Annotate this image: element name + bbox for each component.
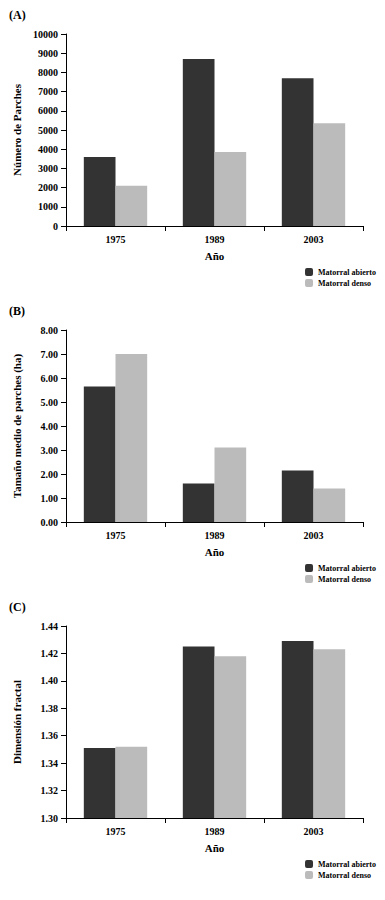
- svg-text:1.44: 1.44: [41, 621, 59, 632]
- svg-text:5000: 5000: [38, 125, 58, 136]
- svg-text:2003: 2003: [304, 826, 324, 837]
- svg-text:1975: 1975: [106, 826, 126, 837]
- svg-text:10000: 10000: [33, 29, 58, 40]
- svg-text:8000: 8000: [38, 67, 58, 78]
- svg-text:1.40: 1.40: [41, 675, 59, 686]
- svg-text:6000: 6000: [38, 105, 58, 116]
- svg-text:Dimensión fractal: Dimensión fractal: [11, 680, 23, 764]
- svg-text:Matorral abierto: Matorral abierto: [318, 860, 376, 869]
- svg-text:1.38: 1.38: [41, 703, 59, 714]
- svg-text:7.00: 7.00: [41, 349, 59, 360]
- svg-text:(B): (B): [9, 304, 25, 318]
- svg-text:7000: 7000: [38, 86, 58, 97]
- svg-text:1989: 1989: [205, 234, 225, 245]
- svg-text:4000: 4000: [38, 144, 58, 155]
- svg-text:Año: Año: [205, 842, 225, 854]
- svg-text:Número de Parches: Número de Parches: [11, 83, 23, 176]
- svg-text:3.00: 3.00: [41, 445, 59, 456]
- svg-text:Matorral abierto: Matorral abierto: [318, 564, 376, 573]
- svg-text:(C): (C): [9, 600, 26, 614]
- svg-text:6.00: 6.00: [41, 373, 59, 384]
- svg-text:1975: 1975: [106, 530, 126, 541]
- svg-text:Tamaño medio de parches (ha): Tamaño medio de parches (ha): [11, 354, 24, 499]
- svg-text:3000: 3000: [38, 163, 58, 174]
- svg-text:1989: 1989: [205, 530, 225, 541]
- svg-text:5.00: 5.00: [41, 397, 59, 408]
- svg-text:(A): (A): [9, 8, 26, 22]
- svg-text:Matorral denso: Matorral denso: [318, 871, 371, 880]
- svg-text:Año: Año: [205, 250, 225, 262]
- svg-text:8.00: 8.00: [41, 325, 59, 336]
- svg-text:1.32: 1.32: [41, 785, 59, 796]
- svg-text:Año: Año: [205, 546, 225, 558]
- svg-text:9000: 9000: [38, 48, 58, 59]
- svg-text:4.00: 4.00: [41, 421, 59, 432]
- svg-text:2003: 2003: [304, 234, 324, 245]
- svg-text:1.34: 1.34: [41, 758, 59, 769]
- svg-text:2000: 2000: [38, 182, 58, 193]
- svg-text:1.30: 1.30: [41, 813, 59, 824]
- svg-text:2003: 2003: [304, 530, 324, 541]
- svg-text:1.42: 1.42: [41, 648, 59, 659]
- svg-text:1000: 1000: [38, 201, 58, 212]
- svg-text:0: 0: [53, 221, 58, 232]
- svg-text:1989: 1989: [205, 826, 225, 837]
- svg-text:Matorral denso: Matorral denso: [318, 575, 371, 584]
- svg-text:1975: 1975: [106, 234, 126, 245]
- svg-text:0.00: 0.00: [41, 517, 59, 528]
- svg-text:Matorral denso: Matorral denso: [318, 279, 371, 288]
- svg-text:2.00: 2.00: [41, 469, 59, 480]
- svg-text:Matorral abierto: Matorral abierto: [318, 268, 376, 277]
- svg-text:1.36: 1.36: [41, 730, 59, 741]
- svg-text:1.00: 1.00: [41, 493, 59, 504]
